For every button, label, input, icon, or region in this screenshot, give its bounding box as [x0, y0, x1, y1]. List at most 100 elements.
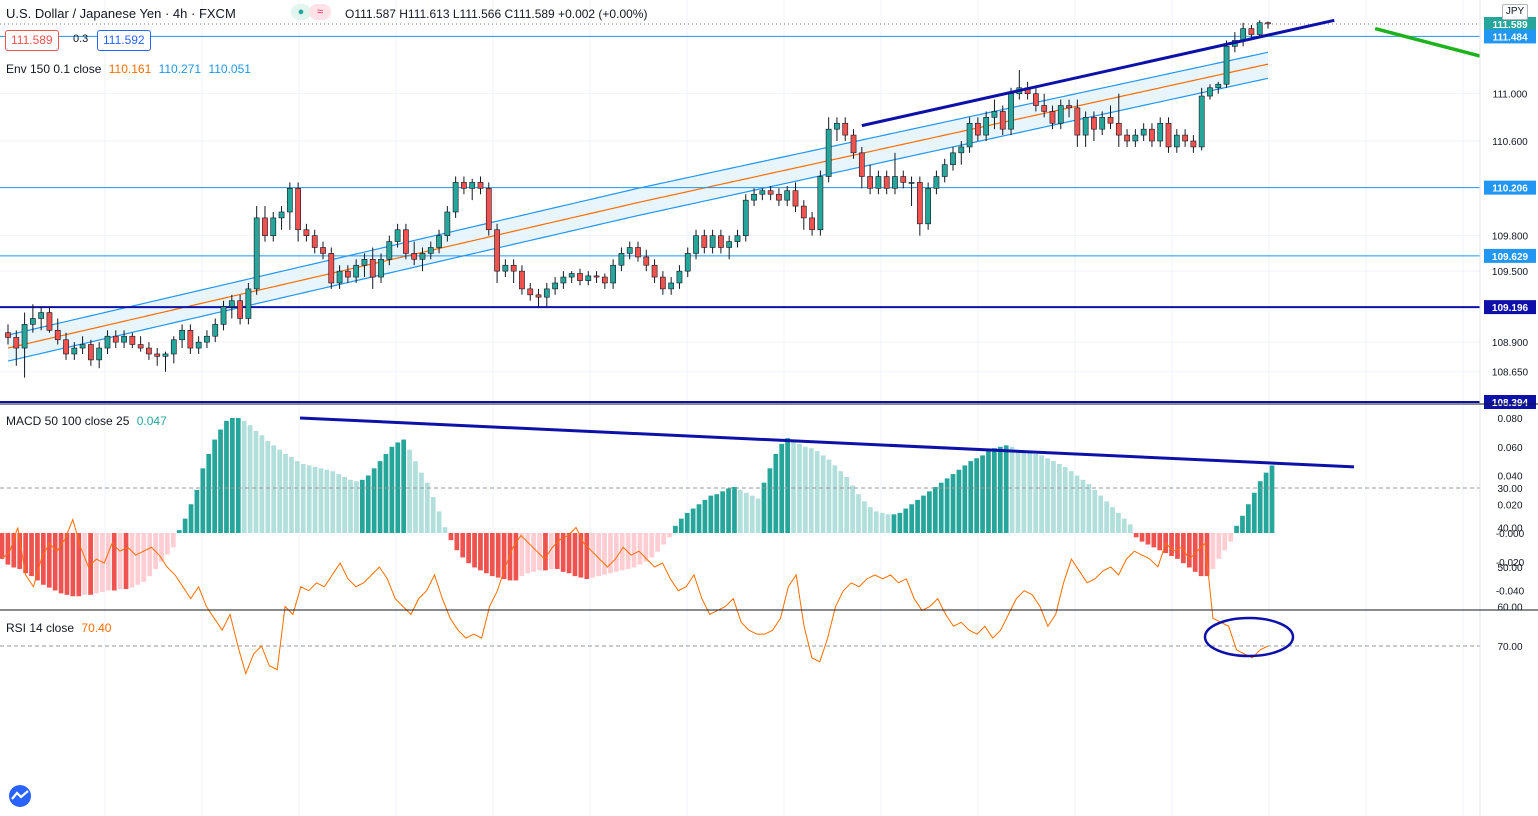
macd-bar — [1192, 533, 1198, 572]
macd-bar — [1145, 533, 1151, 545]
envelope-indicator — [7, 51, 1269, 362]
candle-body — [436, 235, 442, 248]
env-upper-value: 110.271 — [158, 62, 202, 76]
macd-legend[interactable]: MACD 50 100 close 25 0.047 — [6, 414, 167, 428]
candle-body — [1223, 46, 1230, 85]
candle-body — [195, 341, 202, 349]
candle-body — [1207, 87, 1213, 97]
macd-tick-label: 0.020 — [1497, 500, 1522, 511]
candle-body — [394, 229, 401, 242]
macd-bar — [11, 533, 17, 568]
candle-body — [916, 182, 923, 225]
macd-bar — [1181, 533, 1186, 564]
macd-bar — [1098, 495, 1104, 533]
macd-bar — [401, 439, 407, 533]
price-tick-label: 108.900 — [1492, 338, 1529, 349]
macd-bar — [879, 512, 885, 533]
macd-bar — [454, 533, 460, 551]
currency-button[interactable]: JPY — [1502, 4, 1528, 20]
macd-bar — [625, 533, 631, 569]
candle-body — [817, 176, 824, 231]
candle-body — [46, 312, 53, 331]
macd-bar — [631, 533, 637, 568]
macd-bar — [283, 453, 288, 533]
envelope-upper-line — [7, 51, 1269, 336]
macd-bar — [702, 499, 708, 533]
macd-bar — [802, 446, 808, 533]
macd-bar — [720, 491, 726, 533]
candle-body — [1198, 95, 1205, 148]
macd-bar — [980, 455, 985, 533]
macd-bar — [1051, 461, 1056, 533]
macd-bar — [1068, 471, 1074, 533]
env-legend[interactable]: Env 150 0.1 close 110.161 110.271 110.05… — [6, 62, 251, 76]
env-lower-value: 110.051 — [208, 62, 251, 76]
macd-bar — [17, 533, 23, 569]
tradingview-logo[interactable] — [6, 784, 34, 808]
candle-body — [79, 344, 86, 349]
macd-bar — [820, 455, 826, 533]
candle-body — [328, 253, 335, 284]
candle-body — [452, 182, 459, 213]
macd-bar — [1121, 518, 1127, 533]
macd-bar — [501, 533, 507, 579]
macd-bar — [129, 533, 135, 588]
candle-body — [850, 134, 857, 154]
candle-body — [543, 288, 550, 298]
visibility-eye-pill[interactable]: ● — [291, 4, 311, 20]
macd-bar — [1056, 464, 1062, 533]
price-axis[interactable]: 111.000 110.600 109.800 109.500 108.900 108.6… — [1479, 0, 1538, 816]
candle-body — [502, 264, 509, 272]
candle-body — [792, 190, 799, 207]
candle-body — [336, 270, 343, 284]
macd-bar — [212, 439, 218, 533]
macd-bar — [909, 504, 915, 533]
candle-body — [220, 306, 227, 325]
candle-body — [369, 259, 376, 278]
symbol-title[interactable]: U.S. Dollar / Japanese Yen · 4h · FXCM — [6, 6, 236, 21]
macd-bar — [696, 504, 702, 533]
candle-body — [784, 190, 791, 201]
candle-body — [659, 276, 666, 290]
level-price-tag-bg — [1484, 300, 1536, 315]
macd-tick-label: -0.040 — [1496, 587, 1525, 598]
macd-bar — [1086, 484, 1092, 533]
macd-bar — [537, 533, 542, 571]
macd-bar — [708, 495, 714, 533]
candle-body — [5, 332, 11, 338]
macd-bar — [94, 533, 99, 594]
candle-body — [1173, 134, 1180, 148]
candle-body — [1215, 83, 1222, 89]
macd-bar — [543, 533, 548, 571]
macd-bar — [649, 533, 655, 558]
macd-bar — [336, 474, 342, 533]
candle-body — [958, 146, 965, 154]
envelope-lower-line — [7, 77, 1269, 362]
candle-body — [875, 176, 882, 189]
candle-body — [1074, 107, 1081, 136]
macd-bar — [235, 418, 241, 533]
buy-price-button[interactable]: 111.592 — [97, 30, 151, 51]
candle-body — [527, 288, 534, 296]
indicator-pill[interactable]: ≈ — [309, 4, 331, 20]
sell-price-button[interactable]: 111.589 — [5, 30, 59, 51]
candle-body — [13, 337, 20, 349]
grid-lines — [0, 0, 1480, 816]
macd-bar — [359, 479, 365, 533]
macd-bar — [82, 533, 88, 595]
last-price-tag-bg — [1484, 17, 1536, 31]
macd-bar — [29, 533, 34, 577]
rsi-legend[interactable]: RSI 14 close 70.40 — [6, 621, 111, 635]
macd-bar — [761, 482, 767, 533]
macd-bar — [194, 489, 200, 533]
macd-bar — [342, 476, 347, 533]
macd-bar — [673, 525, 678, 533]
macd-bar — [330, 471, 336, 533]
candle-body — [63, 339, 69, 355]
pane-separators[interactable] — [0, 403, 1538, 611]
macd-bar — [938, 482, 944, 533]
candle-body — [510, 264, 517, 272]
macd-bar — [785, 438, 790, 533]
macd-bar — [52, 533, 58, 591]
